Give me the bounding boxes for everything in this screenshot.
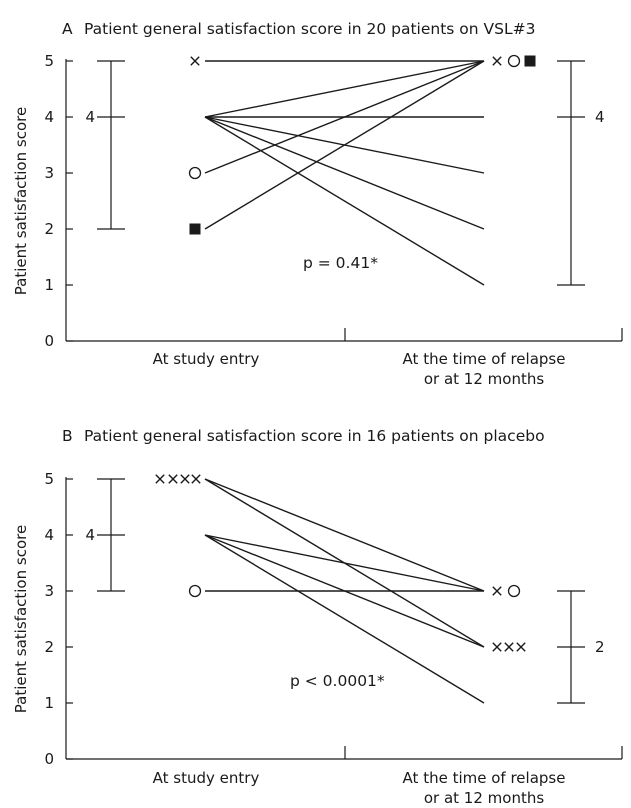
chart-a-y-tick-label: 5 bbox=[44, 52, 54, 70]
chart-a-marker-cross bbox=[190, 56, 200, 66]
chart-b-median-label: 4 bbox=[85, 526, 95, 544]
chart-a-marker-circle bbox=[507, 54, 521, 68]
chart-b-marker-cross-stroke-b bbox=[492, 642, 502, 652]
chart-b-range-bar-right bbox=[557, 590, 585, 704]
chart-b-marker-cross-stroke-b bbox=[492, 586, 502, 596]
chart-b-marker-cross bbox=[155, 474, 165, 484]
chart-b-y-tick-label: 0 bbox=[44, 750, 54, 768]
chart-b-marker-cross-stroke-b bbox=[504, 642, 514, 652]
chart-a-marker-cross-stroke-b bbox=[492, 56, 502, 66]
chart-b-y-tick-label: 1 bbox=[44, 694, 54, 712]
chart-a-p-value: p = 0.41* bbox=[303, 254, 378, 272]
chart-b-marker-cross bbox=[168, 474, 178, 484]
chart-b-patient-line bbox=[204, 534, 485, 592]
chart-a-panel: A Patient general satisfaction score in 2… bbox=[12, 20, 623, 388]
chart-a-patient-line bbox=[204, 60, 485, 118]
chart-b-marker-cross-stroke-b bbox=[180, 474, 190, 484]
chart-b-marker-cross-stroke-b bbox=[516, 642, 526, 652]
chart-a-patient-line bbox=[204, 60, 485, 230]
chart-b-median-label: 2 bbox=[595, 638, 605, 656]
chart-a-y-axis-label: Patient satisfaction score bbox=[12, 107, 30, 295]
chart-a-title: Patient general satisfaction score in 20… bbox=[84, 20, 535, 38]
chart-a-marker-cross bbox=[492, 56, 502, 66]
chart-a-patient-line bbox=[204, 116, 485, 230]
chart-a-patient-line bbox=[204, 60, 485, 174]
chart-b-patient-line bbox=[204, 534, 485, 704]
chart-b-category-label: or at 12 months bbox=[424, 789, 544, 807]
chart-b-y-tick-label: 5 bbox=[44, 470, 54, 488]
chart-b-y-tick-label: 4 bbox=[44, 526, 54, 544]
chart-a-y-tick-label: 3 bbox=[44, 164, 54, 182]
chart-b-y-tick-label: 2 bbox=[44, 638, 54, 656]
chart-b-marker-cross-stroke-b bbox=[168, 474, 178, 484]
chart-b-panel: B Patient general satisfaction score in 1… bbox=[12, 427, 623, 807]
chart-b-patient-line bbox=[204, 478, 485, 592]
chart-a-median-label: 4 bbox=[595, 108, 605, 126]
chart-b-p-value: p < 0.0001* bbox=[290, 672, 385, 690]
chart-b-panel-letter: B bbox=[62, 427, 73, 445]
chart-a-y-tick-label: 0 bbox=[44, 332, 54, 350]
chart-b-category-label: At study entry bbox=[153, 769, 260, 787]
chart-b-range-bar-left bbox=[97, 478, 125, 592]
chart-a-category-label: or at 12 months bbox=[424, 370, 544, 388]
chart-a-marker-circle bbox=[188, 166, 202, 180]
chart-a-panel-letter: A bbox=[62, 20, 73, 38]
chart-a-marker-square bbox=[189, 223, 201, 235]
chart-b-marker-cross bbox=[180, 474, 190, 484]
chart-b-marker-cross-stroke-b bbox=[155, 474, 165, 484]
chart-a-range-bar-left bbox=[97, 60, 125, 230]
chart-a-range-bar-right bbox=[557, 60, 585, 286]
chart-a-category-label: At study entry bbox=[153, 350, 260, 368]
chart-b-y-axis-label: Patient satisfaction score bbox=[12, 525, 30, 713]
chart-a-y-tick-label: 2 bbox=[44, 220, 54, 238]
chart-a-marker-square bbox=[524, 55, 536, 67]
chart-b-marker-cross bbox=[492, 642, 502, 652]
chart-a-category-label: At the time of relapse bbox=[403, 350, 566, 368]
chart-a-median-label: 4 bbox=[85, 108, 95, 126]
chart-b-marker-cross bbox=[516, 642, 526, 652]
chart-a-marker-cross-stroke-b bbox=[190, 56, 200, 66]
chart-b-marker-cross bbox=[492, 586, 502, 596]
chart-b-marker-cross bbox=[504, 642, 514, 652]
chart-b-category-label: At the time of relapse bbox=[403, 769, 566, 787]
chart-b-marker-circle bbox=[188, 584, 202, 598]
chart-b-title: Patient general satisfaction score in 16… bbox=[84, 427, 545, 445]
chart-b-marker-cross-stroke-b bbox=[191, 474, 201, 484]
chart-b-marker-circle bbox=[507, 584, 521, 598]
chart-a-patient-line bbox=[204, 116, 485, 286]
chart-b-y-tick-label: 3 bbox=[44, 582, 54, 600]
chart-b-marker-cross bbox=[191, 474, 201, 484]
chart-a-y-tick-label: 4 bbox=[44, 108, 54, 126]
chart-a-y-tick-label: 1 bbox=[44, 276, 54, 294]
